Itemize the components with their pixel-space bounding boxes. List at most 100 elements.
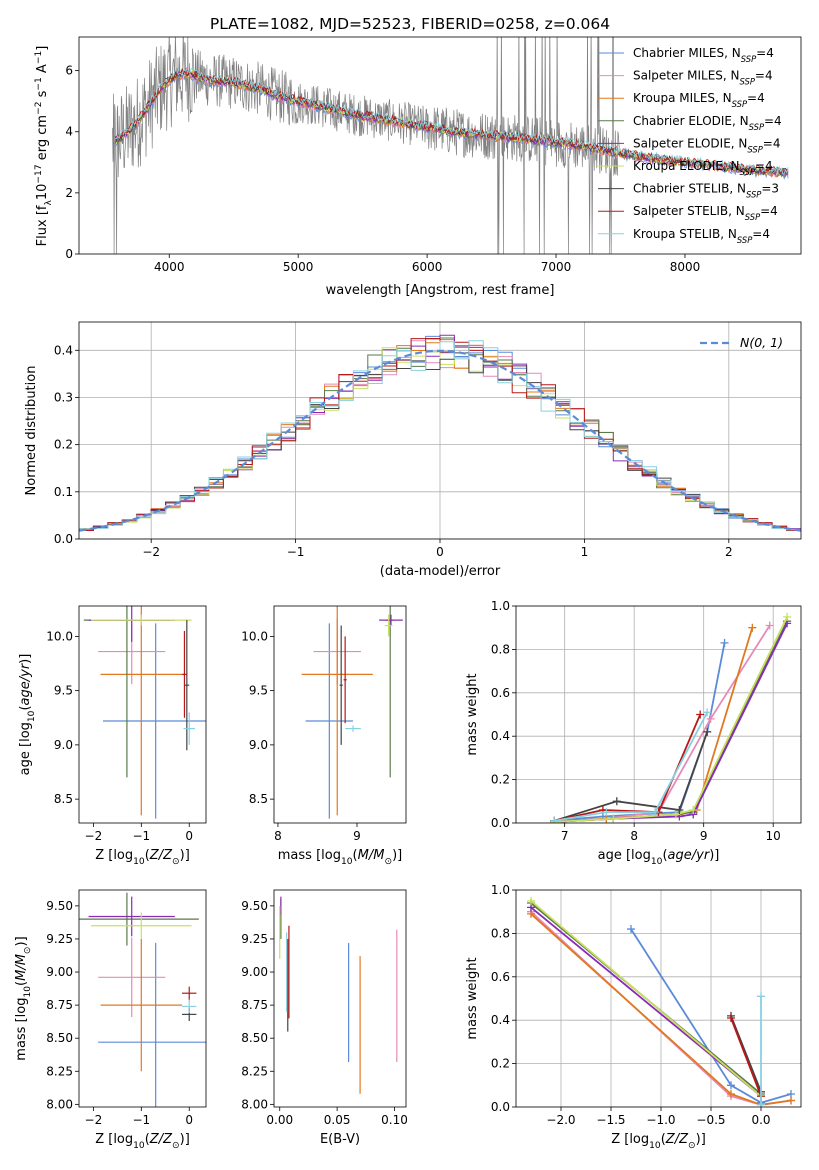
y-tick-label: 10.0 [46,629,73,643]
weight-marker [627,925,635,934]
y-tick-label: 9.5 [54,684,73,698]
axes-frame [78,605,207,824]
x-tick-label: 8 [630,829,638,843]
weight-marker [765,621,774,630]
y-tick-label: 9.25 [241,932,268,946]
y-tick-label: 0 [65,247,73,261]
y-axis-label: mass weight [465,957,480,1039]
x-tick-label: −1 [132,829,150,843]
weight-marker [609,814,618,823]
y-tick-label: 0.3 [54,390,73,404]
x-tick-label: 1 [581,545,589,559]
y-tick-label: 2 [65,186,73,200]
legend-entry: Chabrier ELODIE, NSSP=4 [633,114,782,132]
axes-frame [78,321,802,540]
weight-marker [651,808,660,817]
x-tick-label: 0.0 [751,1113,770,1127]
legend-entry: Chabrier STELIB, NSSP=3 [633,182,779,200]
x-axis-label: Z [log10(Z/Z⊙)] [95,1132,190,1151]
y-tick-label: 0.0 [491,816,510,830]
weight-marker [706,714,715,723]
model-fit-line [115,67,789,175]
weight-marker [703,727,712,736]
x-tick-label: 0.05 [324,1113,351,1127]
x-tick-label: 0 [185,829,193,843]
x-axis-label: wavelength [Angstrom, rest frame] [326,283,555,298]
legend: N(0, 1) [700,335,783,350]
legend: Chabrier MILES, NSSP=4 Salpeter MILES, NS… [598,46,782,245]
y-tick-label: 6 [65,64,73,78]
y-tick-label: 8.5 [249,792,268,806]
y-tick-label: 8.25 [241,1064,268,1078]
legend-entry: Kroupa MILES, NSSP=4 [633,91,765,109]
x-tick-label: −1 [287,545,305,559]
x-tick-label: 0.10 [381,1113,408,1127]
y-axis-label: age [log10(age/yr)] [18,654,37,776]
legend-entry: Salpeter ELODIE, NSSP=4 [633,136,781,154]
y-tick-label: 9.50 [241,899,268,913]
x-tick-label: −2.0 [546,1113,575,1127]
legend-entry: N(0, 1) [740,335,783,350]
y-tick-label: 0.4 [491,729,510,743]
weight-marker [757,992,765,1001]
y-tick-label: 0.2 [491,1057,510,1071]
axes-frame [78,889,207,1108]
y-tick-label: 0.2 [491,773,510,787]
y-axis-label: Flux [fλ10−17 erg cm−2 s−1 A−1] [34,46,54,247]
x-tick-label: 10 [766,829,781,843]
axes-frame [78,36,802,255]
axes-frame [273,605,407,824]
weight-line [630,928,792,1104]
weight-line [553,731,709,822]
x-tick-label: 0.00 [266,1113,293,1127]
y-tick-label: 0.0 [491,1100,510,1114]
y-tick-label: 0.0 [54,532,73,546]
y-tick-label: 0.6 [491,970,510,984]
y-tick-label: 9.00 [46,965,73,979]
plot-area [79,892,206,1107]
weight-marker [748,623,757,632]
weight-marker [720,638,729,647]
axes-residual-histogram: −2 −1 0 1 2 0.0 0.1 0.2 0.3 0.4 (data-model)/error… [24,321,802,579]
weight-line [554,642,726,822]
histogram-step [79,347,801,531]
histogram-step [79,340,801,531]
legend-entry: Salpeter STELIB, NSSP=4 [633,204,778,222]
x-tick-label: 9 [700,829,708,843]
weight-line [730,1017,762,1097]
legend-entry: Chabrier MILES, NSSP=4 [633,46,774,64]
y-tick-label: 10.0 [241,629,268,643]
axes-age-vs-z: −2 −1 0 8.5 9.0 9.5 10.0 Z [log10(Z/Z⊙)] age [lo… [18,605,207,867]
y-tick-label: 0.4 [491,1013,510,1027]
y-tick-label: 4 [65,125,73,139]
x-axis-label: mass [log10(M/M⊙)] [278,848,402,867]
y-tick-label: 0.4 [54,343,73,357]
y-axis-label: Normed distribution [24,366,39,496]
plot-area [516,606,801,823]
weight-line [554,714,702,822]
weight-marker [689,805,698,814]
y-tick-label: 9.0 [249,738,268,752]
x-tick-label: 4000 [154,260,185,274]
x-tick-label: 5000 [283,260,314,274]
legend-entry: Kroupa ELODIE, NSSP=4 [633,159,773,177]
x-axis-label: Z [log10(Z/Z⊙)] [95,848,190,867]
x-tick-label: −2 [85,829,103,843]
x-tick-label: −1.5 [596,1113,625,1127]
y-tick-label: 9.50 [46,899,73,913]
y-tick-label: 8.75 [241,998,268,1012]
y-tick-label: 0.2 [54,438,73,452]
plot-area [279,896,398,1094]
axes-frame [515,605,802,824]
plot-area [301,606,403,819]
axes-weight-vs-z: −2.0 −1.5 −1.0 −0.5 0.0 0.0 0.2 0.4 0.6 0.8 1.0 Z [… [465,883,802,1151]
x-tick-label: 7 [561,829,569,843]
y-tick-label: 1.0 [491,599,510,613]
weight-marker [671,810,680,819]
x-tick-label: 6000 [412,260,443,274]
x-axis-label: age [log10(age/yr)] [598,848,720,867]
y-tick-label: 0.8 [491,926,510,940]
x-axis-label: (data-model)/error [380,564,501,579]
x-tick-label: 8 [274,829,282,843]
